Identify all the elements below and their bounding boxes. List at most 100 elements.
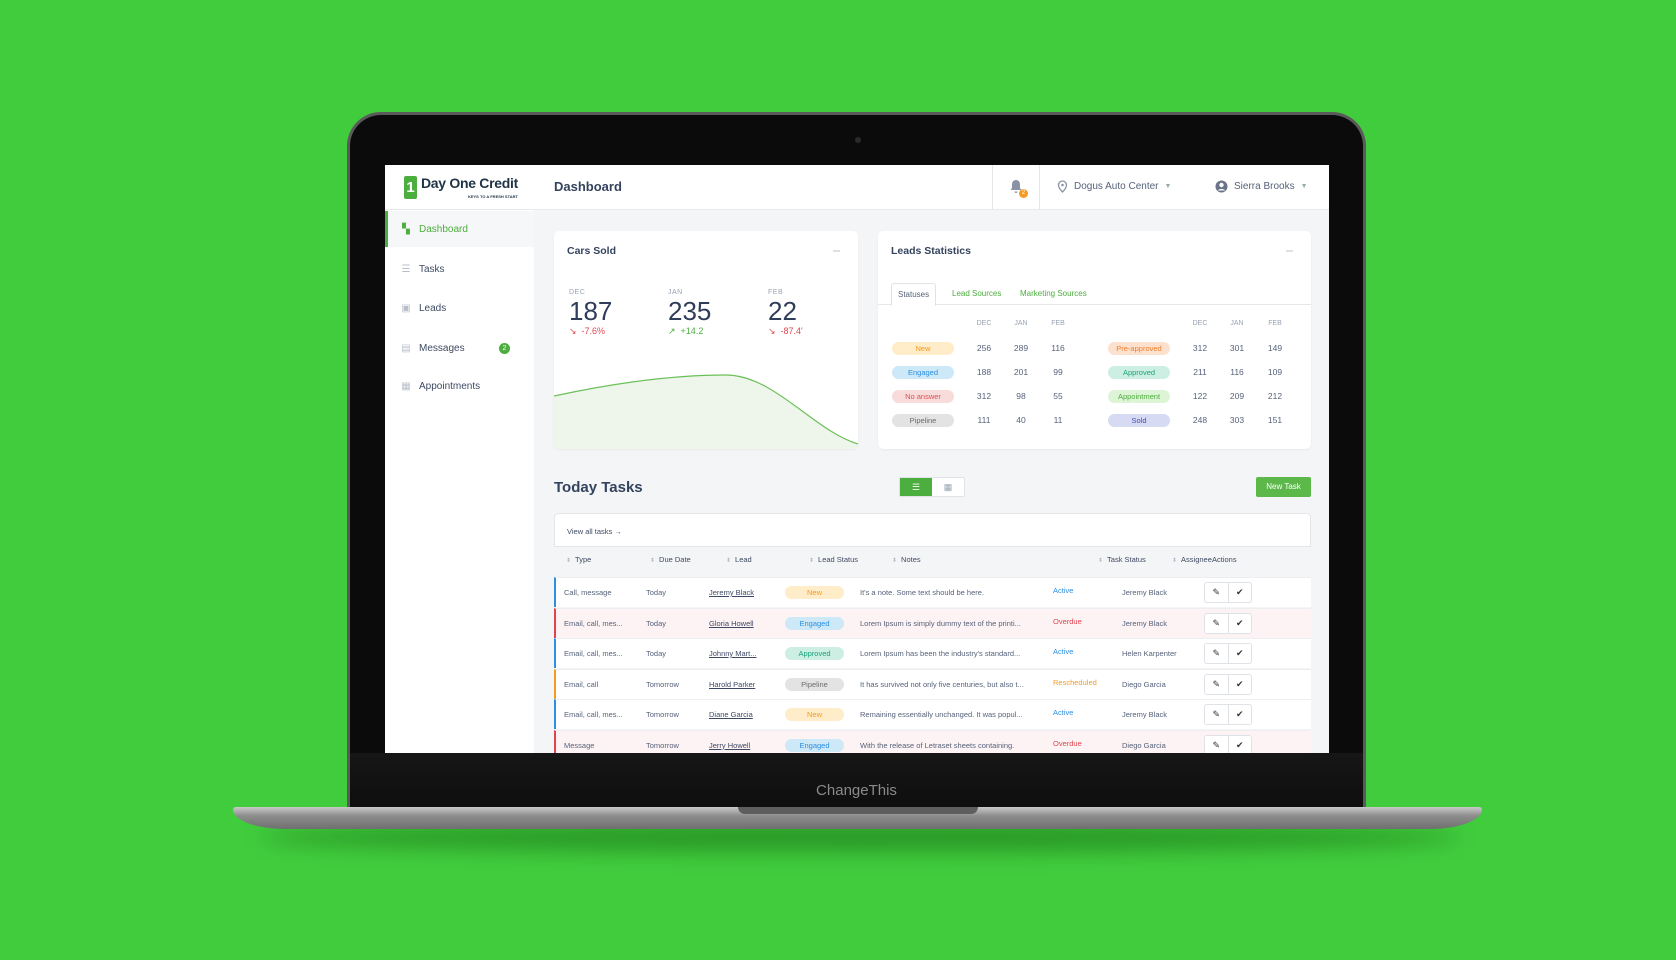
user-menu[interactable]: Sierra Brooks ▼	[1215, 180, 1308, 193]
divider	[1039, 165, 1040, 210]
column-header[interactable]: ⬍ Task Status	[1098, 555, 1146, 564]
task-notes: Lorem Ipsum is simply dummy text of the …	[860, 618, 1021, 628]
column-header[interactable]: ⬍ Lead	[726, 555, 752, 564]
edit-icon[interactable]: ✎	[1205, 644, 1229, 663]
column-header[interactable]: ⬍ Type	[566, 555, 591, 564]
edit-icon[interactable]: ✎	[1205, 674, 1229, 694]
lead-status-badge: Engaged	[785, 616, 844, 630]
view-all-tasks-link[interactable]: View all tasks →	[567, 527, 622, 536]
sidebar-item-label: Appointments	[419, 380, 481, 392]
stat-feb: FEB 22 ↘ -87.4'	[768, 289, 803, 337]
stat-value: 256	[976, 343, 992, 353]
edit-icon[interactable]: ✎	[1205, 613, 1229, 633]
sort-icon: ⬍	[726, 558, 732, 564]
task-status: Overdue	[1053, 616, 1082, 626]
calendar-icon: ▦	[401, 380, 411, 392]
task-assignee: Jeremy Black	[1122, 588, 1168, 597]
check-icon[interactable]: ✔	[1235, 678, 1244, 689]
stat-value: 301	[1229, 343, 1245, 353]
month-header: DEC	[976, 320, 992, 327]
task-assignee: Jeremy Black	[1122, 710, 1168, 719]
edit-icon[interactable]: ✎	[1205, 705, 1229, 724]
status-badge: Pre-approved	[1108, 342, 1170, 355]
tab-marketing-sources[interactable]: Marketing Sources	[1020, 289, 1087, 298]
lead-status-badge: New	[785, 708, 844, 721]
lead-link[interactable]: Jeremy Black	[709, 588, 755, 597]
row-actions: ✎ ✔	[1204, 612, 1252, 634]
check-icon[interactable]: ✔	[1235, 739, 1244, 750]
stat-value: 248	[1192, 415, 1208, 425]
column-header[interactable]: ⬍ Notes	[892, 555, 921, 564]
task-assignee: Diego Garcia	[1122, 740, 1166, 750]
stat-value: 289	[1013, 343, 1029, 353]
lead-link[interactable]: Jerry Howell	[709, 740, 751, 750]
column-header[interactable]: ⬍ Assignee	[1172, 555, 1212, 564]
collapse-icon[interactable]	[1286, 250, 1293, 252]
laptop-notch	[738, 807, 978, 814]
task-due-date: Today	[646, 618, 667, 628]
status-badge: Engaged	[892, 366, 954, 379]
tab-lead-sources[interactable]: Lead Sources	[952, 289, 1002, 298]
row-actions: ✎ ✔	[1204, 704, 1252, 725]
logo-tagline: KEYS TO A FRESH START	[467, 194, 518, 199]
status-badge: Appointment	[1108, 390, 1170, 403]
month-header: FEB	[1268, 320, 1282, 327]
sidebar-item-leads[interactable]: ▣ Leads	[385, 290, 534, 326]
stat-value: 209	[1229, 391, 1245, 401]
sidebar-item-tasks[interactable]: ☰ Tasks	[385, 251, 534, 287]
table-row[interactable]: Email, call, mes... Tomorrow Diane Garcia N…	[554, 699, 1311, 729]
lead-link[interactable]: Johnny Mart...	[709, 649, 757, 658]
location-select[interactable]: Dogus Auto Center ▼	[1057, 180, 1171, 193]
lead-link[interactable]: Diane Garcia	[709, 710, 753, 719]
column-header[interactable]: ⬍ Lead Status	[809, 555, 858, 564]
check-icon[interactable]: ✔	[1235, 587, 1244, 597]
row-actions: ✎ ✔	[1204, 673, 1252, 695]
tab-statuses[interactable]: Statuses	[891, 283, 937, 306]
check-icon[interactable]: ✔	[1235, 709, 1244, 719]
edit-icon[interactable]: ✎	[1205, 735, 1229, 753]
sidebar-item-dashboard[interactable]: ▚ Dashboard	[385, 211, 534, 247]
grid-view-button[interactable]: ▦	[932, 478, 964, 496]
stat-delta: -7.6%	[581, 326, 606, 336]
lead-status-badge: Pipeline	[785, 677, 844, 691]
task-type: Email, call	[564, 679, 599, 689]
column-header-label: Due Date	[659, 555, 691, 564]
table-row[interactable]: Email, call, mes... Today Johnny Mart... Ap…	[554, 638, 1311, 668]
cars-sold-card: Cars Sold DEC 187 ↘ -7.6% JAN 235 ↗ +14.2 FEB 22 ↘…	[554, 231, 858, 449]
task-notes: Remaining essentially unchanged. It was …	[860, 710, 1023, 719]
new-task-button[interactable]: New Task	[1256, 477, 1311, 497]
column-header-label: Lead	[735, 555, 752, 564]
stat-value: 55	[1053, 391, 1063, 401]
task-status: Rescheduled	[1053, 677, 1097, 687]
check-icon[interactable]: ✔	[1235, 617, 1244, 628]
card-title: Leads Statistics	[891, 245, 971, 257]
task-type: Message	[564, 740, 595, 750]
logo[interactable]: 1 Day One Credit KEYS TO A FRESH START	[404, 176, 518, 204]
lead-link[interactable]: Harold Parker	[709, 679, 756, 689]
check-icon[interactable]: ✔	[1235, 648, 1244, 658]
sidebar-item-label: Messages	[419, 342, 465, 354]
column-header[interactable]: ⬍ Due Date	[650, 555, 691, 564]
sidebar-item-appointments[interactable]: ▦ Appointments	[385, 368, 534, 404]
stat-value: 22	[768, 296, 797, 326]
sidebar: ▚ Dashboard ☰ Tasks ▣ Leads ▤ Messages 2 ▦ App…	[385, 210, 534, 753]
list-view-button[interactable]: ☰	[900, 478, 932, 496]
collapse-icon[interactable]	[833, 250, 840, 252]
bell-icon[interactable]	[1009, 179, 1023, 194]
table-row[interactable]: Call, message Today Jeremy Black New It's a …	[554, 577, 1311, 607]
table-row[interactable]: Email, call Tomorrow Harold Parker Pipeline…	[554, 668, 1311, 699]
row-actions: ✎ ✔	[1204, 734, 1252, 753]
sidebar-item-messages[interactable]: ▤ Messages 2	[385, 330, 534, 366]
sparkline-area	[554, 375, 858, 449]
edit-icon[interactable]: ✎	[1205, 583, 1229, 602]
camera	[855, 137, 861, 143]
stat-value: 109	[1267, 367, 1283, 377]
view-toggle: ☰ ▦	[899, 477, 965, 497]
stat-value: 235	[668, 296, 712, 326]
lead-link[interactable]: Gloria Howell	[709, 618, 754, 628]
table-row[interactable]: Message Tomorrow Jerry Howell Engaged With t…	[554, 729, 1311, 753]
user-avatar-icon	[1215, 180, 1228, 193]
stat-value: 212	[1267, 391, 1283, 401]
table-row[interactable]: Email, call, mes... Today Gloria Howell Eng…	[554, 607, 1311, 638]
stat-value: 98	[1016, 391, 1026, 401]
